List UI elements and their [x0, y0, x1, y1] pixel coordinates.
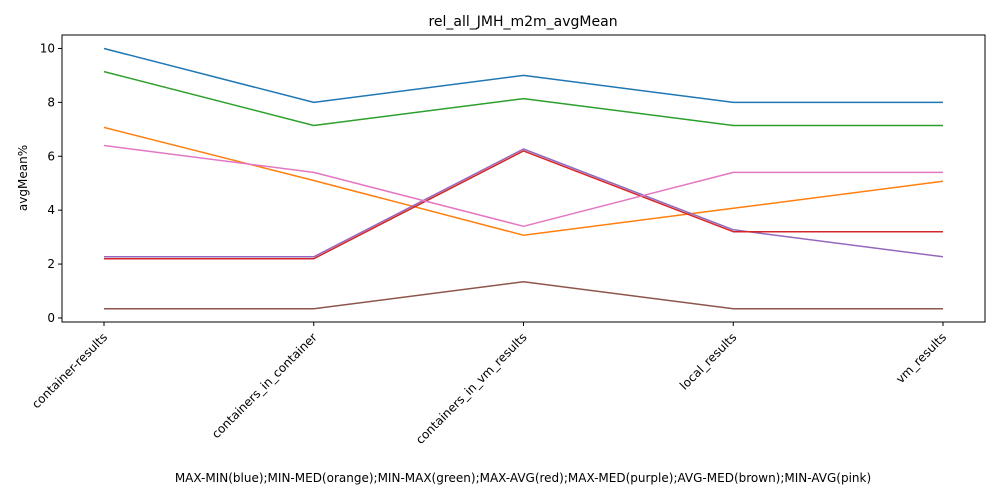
series-line-3 [104, 148, 944, 258]
series-layer [103, 47, 944, 310]
x-axis-label: MAX-MIN(blue);MIN-MED(orange);MIN-MAX(gr… [175, 471, 871, 485]
y-tick-label: 0 [47, 311, 55, 325]
x-axis: container-results containers_in_container… [29, 322, 949, 447]
y-tick-label: 6 [47, 149, 55, 163]
x-tick-label: container-results [29, 330, 110, 411]
x-tick-label: local_results [677, 330, 739, 392]
series-line-6 [103, 144, 943, 228]
x-tick-label: containers_in_container [209, 330, 320, 441]
series-line-4 [104, 150, 943, 260]
y-tick-label: 2 [47, 257, 55, 271]
x-tick-label: vm_results [893, 330, 949, 386]
x-tick-label: containers_in_vm_results [413, 330, 530, 447]
y-tick-label: 8 [47, 95, 55, 109]
y-axis: 0 2 4 6 8 10 [40, 41, 62, 325]
series-line-5 [104, 281, 943, 310]
series-line-2 [103, 70, 943, 127]
y-tick-label: 10 [40, 41, 55, 55]
series-line-0 [103, 47, 943, 104]
y-tick-label: 4 [47, 203, 55, 217]
y-axis-label: avgMean% [16, 145, 30, 211]
series-line-1 [103, 126, 944, 236]
plot-frame [61, 34, 986, 323]
chart-title: rel_all_JMH_m2m_avgMean [428, 14, 617, 30]
